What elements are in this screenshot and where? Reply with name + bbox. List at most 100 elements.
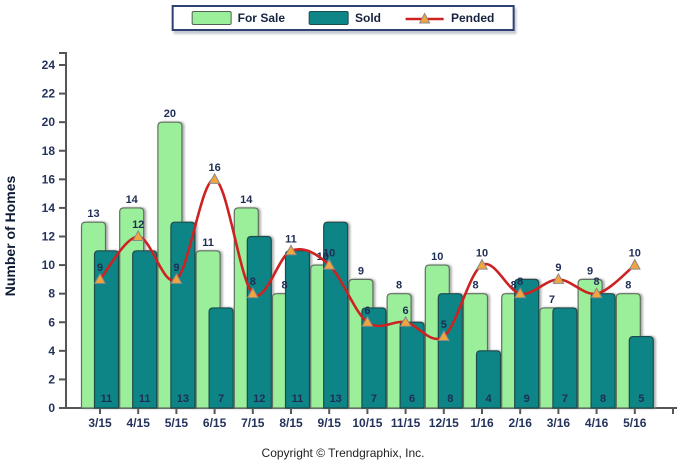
for-sale-value-label: 14 xyxy=(126,194,139,206)
for-sale-value-label: 7 xyxy=(549,294,555,306)
pended-marker-icon xyxy=(552,272,565,284)
pended-value-label: 10 xyxy=(323,248,335,260)
legend-label-sold: Sold xyxy=(355,11,382,25)
sold-value-label: 12 xyxy=(253,393,265,405)
for-sale-value-label: 13 xyxy=(87,208,99,220)
sold-bar xyxy=(93,250,120,409)
sold-bar xyxy=(170,221,196,409)
pended-value-label: 8 xyxy=(517,276,523,288)
bars-group xyxy=(80,121,654,409)
sold-value-label: 8 xyxy=(600,393,606,405)
for-sale-value-label: 8 xyxy=(625,280,631,292)
for-sale-value-label: 20 xyxy=(164,108,176,120)
sold-value-label: 5 xyxy=(638,393,644,405)
sold-value-label: 7 xyxy=(218,393,224,405)
x-tick-label: 10/15 xyxy=(352,416,382,430)
pended-value-label: 5 xyxy=(441,319,447,331)
legend-item-for-sale: For Sale xyxy=(191,11,286,25)
sold-value-label: 11 xyxy=(139,393,151,405)
x-tick-label: 6/15 xyxy=(203,416,227,430)
x-tick-label: 5/15 xyxy=(165,416,189,430)
pended-marker-icon xyxy=(361,315,374,327)
sold-value-label: 7 xyxy=(562,393,568,405)
x-tick-label: 1/16 xyxy=(470,416,494,430)
x-tick-label: 3/16 xyxy=(547,416,571,430)
for-sale-swatch-icon xyxy=(191,11,232,25)
x-tick-label: 4/15 xyxy=(127,416,151,430)
pended-marker-icon xyxy=(437,330,450,342)
sold-value-label: 13 xyxy=(330,393,342,405)
sold-value-label: 11 xyxy=(101,393,113,405)
y-tick-label: 12 xyxy=(42,230,56,244)
y-tick-label: 18 xyxy=(42,144,56,158)
sold-bar xyxy=(628,335,654,409)
y-tick-label: 10 xyxy=(42,258,56,272)
sold-bar xyxy=(552,307,578,409)
x-tick-label: 9/15 xyxy=(318,416,342,430)
x-tick-label: 5/16 xyxy=(623,416,647,430)
pended-value-label: 6 xyxy=(403,305,409,317)
for-sale-value-label: 8 xyxy=(281,280,287,292)
sold-bar xyxy=(132,250,158,409)
for-sale-value-label: 8 xyxy=(511,280,517,292)
y-tick-label: 14 xyxy=(42,201,56,215)
y-tick-label: 24 xyxy=(42,58,56,72)
sold-bar xyxy=(590,293,616,409)
pended-marker-icon xyxy=(246,287,259,299)
pended-line-marker-icon xyxy=(406,11,445,23)
pended-marker-icon xyxy=(170,272,183,284)
sold-bar xyxy=(284,250,311,409)
sold-value-label: 8 xyxy=(447,393,453,405)
sold-bar xyxy=(208,307,234,409)
pended-value-label: 9 xyxy=(97,262,103,274)
for-sale-value-label: 11 xyxy=(202,237,214,249)
pended-marker-icon xyxy=(590,287,603,299)
sold-bar xyxy=(399,321,425,409)
legend-item-pended: Pended xyxy=(405,11,494,25)
pended-marker-icon xyxy=(132,229,145,241)
x-tick-label: 12/15 xyxy=(429,416,459,430)
pended-marker-icon xyxy=(284,244,298,256)
pended-value-label: 9 xyxy=(173,262,179,274)
pended-value-label: 12 xyxy=(132,219,144,231)
sold-bar xyxy=(514,278,540,409)
legend-item-sold: Sold xyxy=(309,11,381,25)
sold-bar xyxy=(475,350,502,409)
pended-marker-icon xyxy=(323,258,336,270)
y-tick-label: 22 xyxy=(42,87,56,101)
legend-label-for-sale: For Sale xyxy=(237,11,286,25)
pended-marker-icon xyxy=(628,258,641,270)
x-tick-label: 11/15 xyxy=(391,416,421,430)
pended-value-label: 10 xyxy=(629,248,641,260)
y-tick-label: 8 xyxy=(48,287,55,301)
pended-value-label: 11 xyxy=(285,233,297,245)
y-tick-label: 6 xyxy=(48,315,55,329)
sold-value-label: 13 xyxy=(177,393,189,405)
x-tick-label: 3/15 xyxy=(88,416,112,430)
pended-value-label: 6 xyxy=(364,305,370,317)
sold-bar xyxy=(437,293,463,409)
pended-value-label: 8 xyxy=(250,276,256,288)
x-tick-label: 7/15 xyxy=(241,416,265,430)
sold-value-label: 4 xyxy=(485,393,492,405)
x-tick-label: 2/16 xyxy=(509,416,533,430)
for-sale-value-label: 10 xyxy=(431,251,443,263)
sold-value-label: 6 xyxy=(409,393,415,405)
for-sale-value-label: 14 xyxy=(240,194,253,206)
sold-value-label: 7 xyxy=(371,393,377,405)
copyright-text: Copyright © Trendgraphix, Inc. xyxy=(261,446,425,460)
sold-value-label: 11 xyxy=(292,393,304,405)
legend: For Sale Sold Pended xyxy=(171,5,515,31)
y-tick-label: 4 xyxy=(48,344,55,358)
sold-bar xyxy=(246,235,272,409)
for-sale-value-label: 9 xyxy=(358,265,364,277)
for-sale-value-label: 8 xyxy=(472,280,478,292)
for-sale-value-label: 8 xyxy=(396,280,402,292)
for-sale-value-label: 10 xyxy=(317,251,329,263)
pended-marker-icon xyxy=(475,258,489,270)
y-tick-label: 20 xyxy=(42,115,56,129)
y-tick-label: 2 xyxy=(48,372,55,386)
